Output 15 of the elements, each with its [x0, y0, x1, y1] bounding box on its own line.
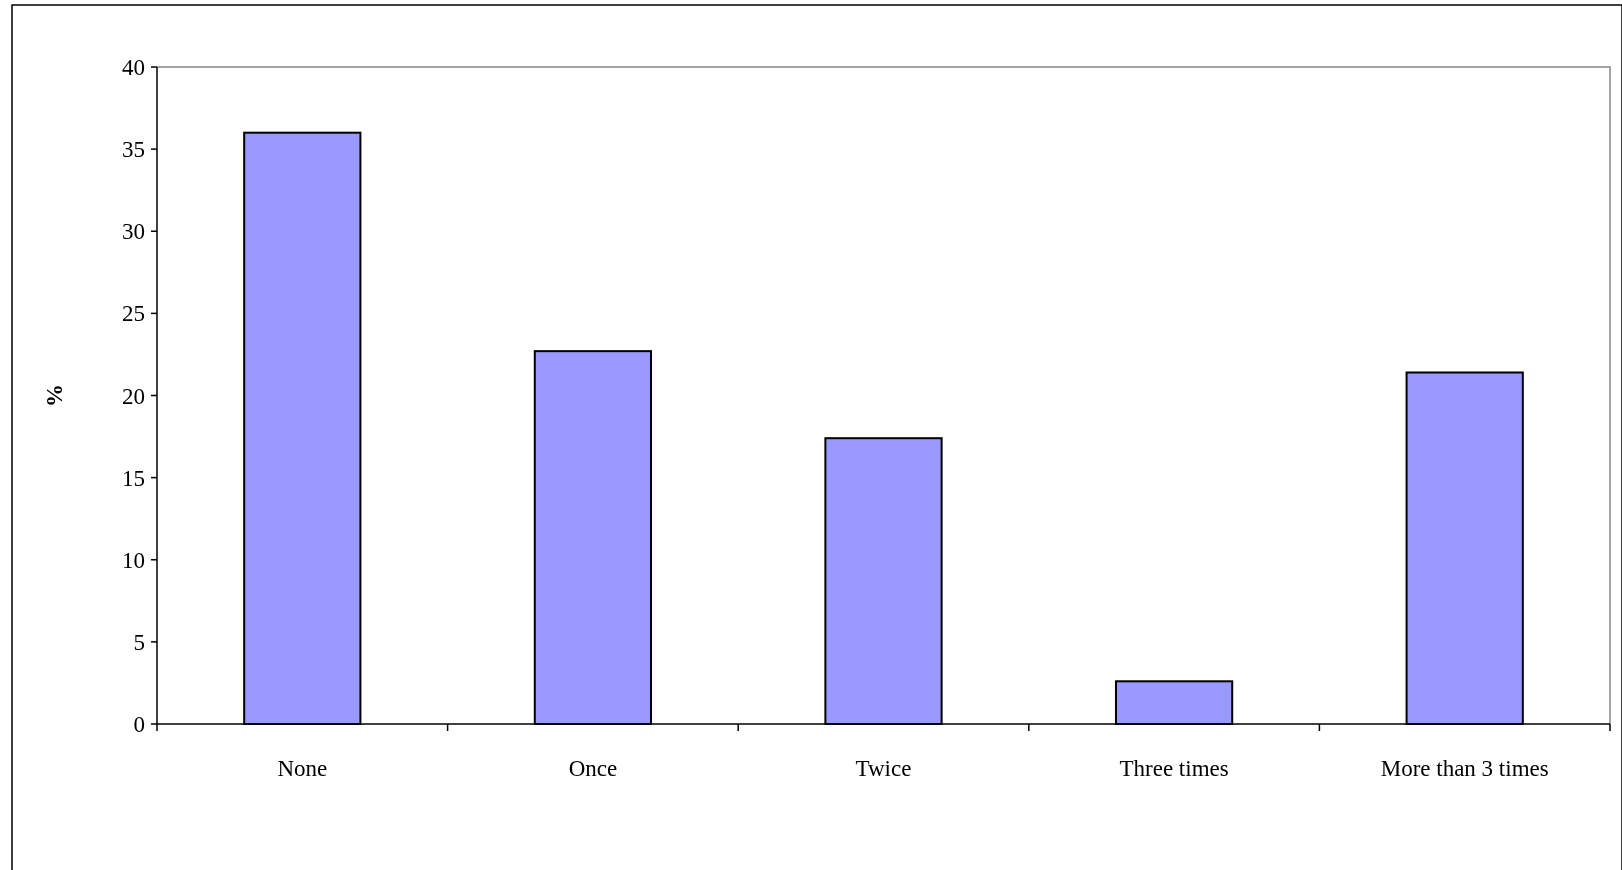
x-tick-label: More than 3 times [1380, 756, 1549, 781]
y-tick-label: 15 [122, 465, 145, 491]
x-tick-label: Once [568, 756, 618, 781]
y-axis-title: % [42, 384, 67, 407]
y-tick-label: 20 [122, 383, 145, 409]
y-tick-label: 0 [133, 712, 145, 738]
x-tick-label: None [277, 756, 328, 781]
y-tick-label: 10 [122, 547, 145, 573]
x-tick-label: Three times [1119, 756, 1229, 781]
y-tick-label: 5 [133, 629, 145, 655]
y-tick-label: 40 [122, 55, 145, 81]
x-tick-label: Twice [855, 756, 912, 781]
y-tick-label: 35 [122, 137, 145, 163]
y-tick-label: 30 [122, 219, 145, 245]
y-tick-label: 25 [122, 301, 145, 327]
